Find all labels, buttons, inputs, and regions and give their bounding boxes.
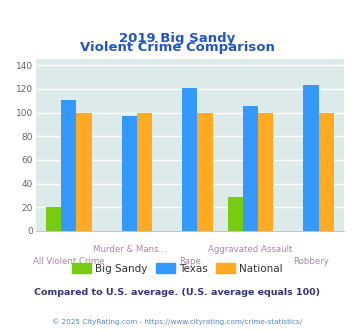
Bar [304,85,319,231]
Bar [122,116,137,231]
Text: Murder & Mans...: Murder & Mans... [93,245,166,254]
Bar [319,113,334,231]
Bar [197,113,213,231]
Bar [46,207,61,231]
Bar [228,197,243,231]
Bar [243,106,258,231]
Text: All Violent Crime: All Violent Crime [33,257,105,266]
Legend: Big Sandy, Texas, National: Big Sandy, Texas, National [68,259,287,278]
Text: Rape: Rape [179,257,201,266]
Text: Aggravated Assault: Aggravated Assault [208,245,293,254]
Text: Violent Crime Comparison: Violent Crime Comparison [80,42,275,54]
Text: © 2025 CityRating.com - https://www.cityrating.com/crime-statistics/: © 2025 CityRating.com - https://www.city… [53,318,302,325]
Bar [137,113,152,231]
Bar [258,113,273,231]
Text: Compared to U.S. average. (U.S. average equals 100): Compared to U.S. average. (U.S. average … [34,287,321,297]
Text: Robbery: Robbery [293,257,329,266]
Text: 2019 Big Sandy: 2019 Big Sandy [119,32,236,45]
Bar [61,100,76,231]
Bar [182,88,197,231]
Bar [76,113,92,231]
